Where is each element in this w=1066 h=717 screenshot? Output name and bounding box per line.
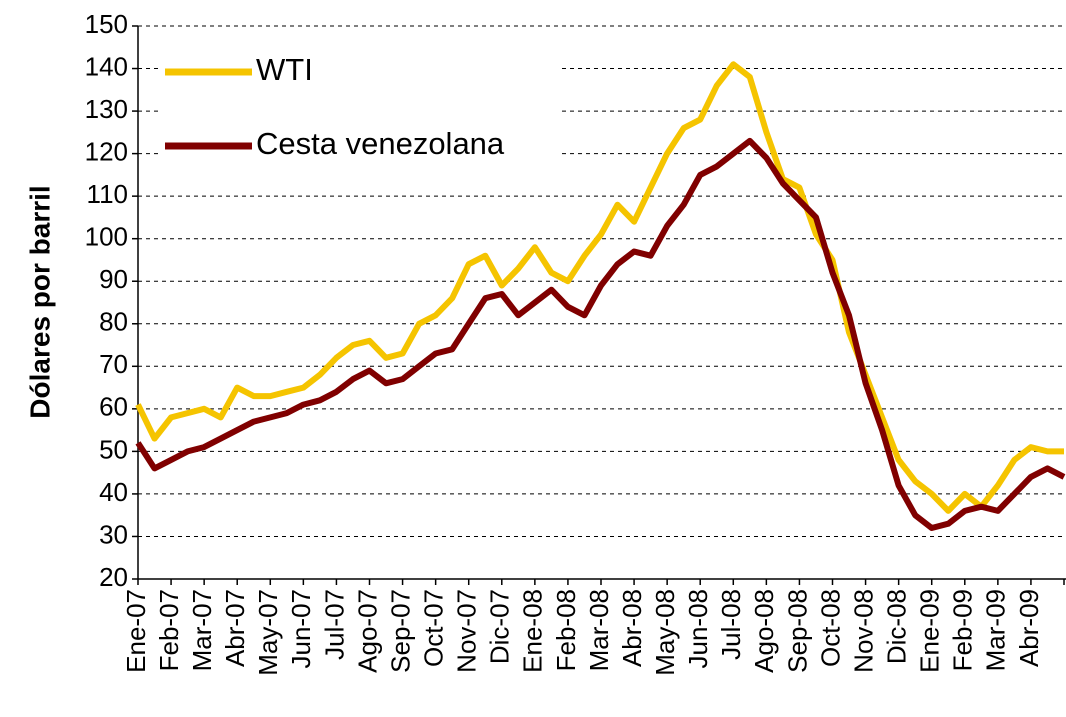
x-tick-label: Oct-07 bbox=[419, 589, 449, 667]
x-tick-label: Mar-08 bbox=[584, 589, 614, 671]
y-tick-label: 60 bbox=[99, 392, 128, 422]
series-line bbox=[135, 61, 1064, 514]
x-tick-label: Nov-07 bbox=[452, 589, 482, 673]
y-tick-label: 50 bbox=[99, 434, 128, 464]
y-tick-label: 30 bbox=[99, 519, 128, 549]
x-tick-label: Abr-07 bbox=[220, 589, 250, 667]
x-tick-label: Ago-07 bbox=[352, 589, 382, 673]
x-tick-label: Jul-08 bbox=[716, 589, 746, 660]
x-tick-label: May-08 bbox=[650, 589, 680, 676]
y-tick-label: 110 bbox=[87, 179, 128, 209]
x-tick-label: Sep-07 bbox=[385, 589, 415, 673]
y-tick-label: 40 bbox=[99, 477, 128, 507]
legend-box bbox=[158, 36, 558, 182]
x-tick-label: Mar-09 bbox=[981, 589, 1011, 671]
y-tick-label: 80 bbox=[99, 307, 128, 337]
x-tick-label: Sep-08 bbox=[782, 589, 812, 673]
x-tick-label: Nov-08 bbox=[848, 589, 878, 673]
x-tick-label: Ene-09 bbox=[915, 589, 945, 673]
x-tick-label: Feb-09 bbox=[948, 589, 978, 671]
x-tick-label: Jun-07 bbox=[286, 589, 316, 669]
x-tick-label: Ene-07 bbox=[121, 589, 151, 673]
y-tick-label: 130 bbox=[85, 94, 128, 124]
y-tick-label: 120 bbox=[85, 136, 128, 166]
x-tick-label: Feb-08 bbox=[551, 589, 581, 671]
series-line bbox=[135, 137, 1066, 531]
x-tick-label: Mar-07 bbox=[187, 589, 217, 671]
x-tick-label: Jul-07 bbox=[319, 589, 349, 660]
y-axis-label: Dólares por barril bbox=[24, 185, 55, 418]
x-tick-label: Feb-07 bbox=[154, 589, 184, 671]
y-tick-label: 150 bbox=[85, 9, 128, 39]
x-tick-label: May-07 bbox=[253, 589, 283, 676]
y-tick-label: 140 bbox=[85, 51, 128, 81]
legend-label: WTI bbox=[256, 52, 313, 87]
y-tick-label: 20 bbox=[99, 562, 128, 592]
x-tick-label: Ene-08 bbox=[518, 589, 548, 673]
x-tick-label: Abr-08 bbox=[617, 589, 647, 667]
legend-label: Cesta venezolana bbox=[256, 126, 505, 161]
x-tick-label: Abr-09 bbox=[1014, 589, 1044, 667]
x-tick-label: Oct-08 bbox=[815, 589, 845, 667]
y-tick-label: 90 bbox=[99, 264, 128, 294]
y-tick-label: 100 bbox=[85, 222, 128, 252]
x-tick-label: Ago-08 bbox=[749, 589, 779, 673]
legend: WTI Cesta venezolana bbox=[158, 36, 558, 182]
x-tick-label: Dic-08 bbox=[882, 589, 912, 664]
y-tick-label: 70 bbox=[99, 349, 128, 379]
x-tick-label: Dic-07 bbox=[485, 589, 515, 664]
x-tick-label: Jun-08 bbox=[683, 589, 713, 669]
